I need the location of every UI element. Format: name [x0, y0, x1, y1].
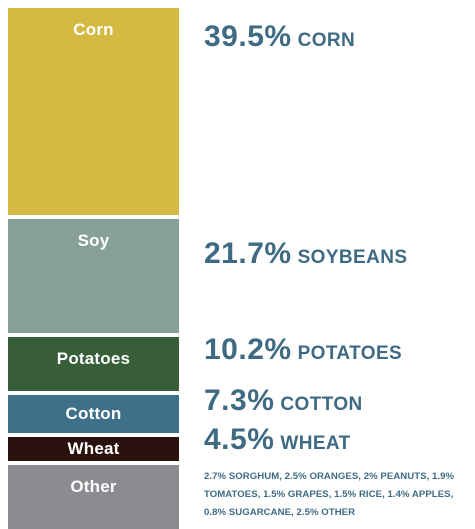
- share-label-cotton: 7.3% COTTON: [204, 384, 363, 418]
- bar-label-wheat: Wheat: [67, 439, 120, 458]
- share-name: WHEAT: [280, 433, 351, 454]
- bar-label-potatoes: Potatoes: [56, 349, 131, 368]
- bar-corn: Corn: [8, 8, 179, 215]
- other-breakdown-text: 2.7% SORGHUM, 2.5% ORANGES, 2% PEANUTS, …: [204, 471, 455, 518]
- share-name: POTATOES: [297, 343, 403, 364]
- share-label-corn: 39.5% CORN: [204, 20, 355, 54]
- bar-label-cotton: Cotton: [65, 404, 122, 423]
- share-label-wheat: 4.5% WHEAT: [204, 423, 351, 457]
- bar-wheat: Wheat: [8, 437, 179, 461]
- share-label-soybeans: 21.7% SOYBEANS: [204, 237, 407, 271]
- share-name: CORN: [297, 30, 356, 51]
- bar-label-other: Other: [70, 477, 117, 496]
- share-label-potatoes: 10.2% POTATOES: [204, 333, 402, 367]
- bar-potatoes: Potatoes: [8, 337, 179, 391]
- share-percent: 4.5%: [204, 423, 275, 456]
- bar-other: Other: [8, 465, 179, 529]
- bar-cotton: Cotton: [8, 395, 179, 433]
- share-percent: 10.2%: [204, 333, 292, 366]
- bar-label-soy: Soy: [77, 231, 110, 250]
- share-name: COTTON: [280, 394, 363, 415]
- share-percent: 7.3%: [204, 384, 275, 417]
- bar-soy: Soy: [8, 219, 179, 333]
- share-name: SOYBEANS: [297, 247, 408, 268]
- share-percent: 21.7%: [204, 237, 292, 270]
- bar-label-corn: Corn: [73, 20, 114, 39]
- share-percent: 39.5%: [204, 20, 292, 53]
